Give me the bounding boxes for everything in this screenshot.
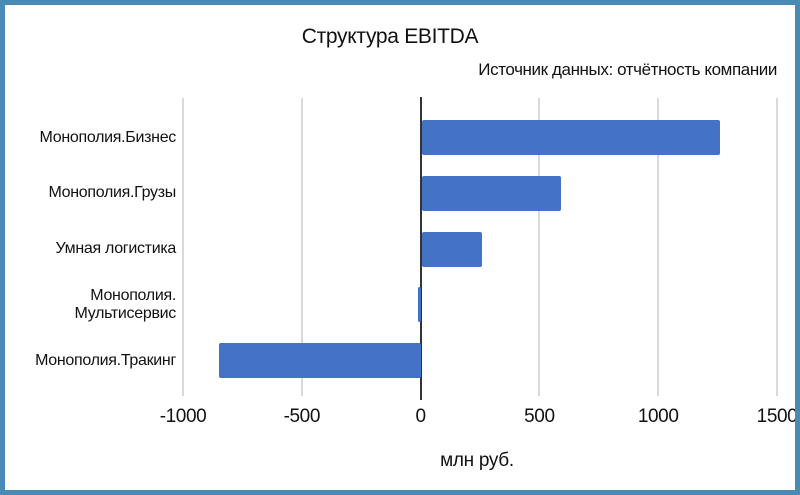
gridline	[182, 98, 184, 396]
gridline	[538, 98, 541, 396]
x-tick-label: 1000	[637, 406, 679, 427]
category-label: Монополия. Мультисервис	[74, 286, 177, 322]
x-tick-label: 500	[524, 406, 555, 427]
x-tick-label: -500	[283, 406, 321, 427]
x-tick-label: 0	[415, 406, 427, 427]
x-tick-label: -1000	[159, 406, 207, 427]
bar	[418, 287, 421, 323]
bar	[421, 175, 561, 211]
bar	[421, 231, 483, 267]
category-label: Монополия.Тракинг	[35, 351, 176, 369]
x-tick-label: 1500	[756, 406, 798, 427]
zero-axis-line	[419, 97, 422, 400]
category-label: Умная логистика	[55, 240, 177, 257]
bar	[421, 120, 720, 155]
category-label: Монополия.Бизнес	[39, 128, 177, 146]
gridline	[776, 98, 778, 396]
gridline	[657, 98, 660, 396]
bar	[218, 343, 421, 378]
gridline	[300, 98, 303, 396]
category-label: Монополия.Грузы	[48, 184, 176, 202]
x-axis-title: млн руб.	[440, 450, 514, 471]
chart-title: Структура EBITDA	[301, 25, 479, 48]
chart-subtitle: Источник данных: отчётность компании	[478, 60, 777, 79]
